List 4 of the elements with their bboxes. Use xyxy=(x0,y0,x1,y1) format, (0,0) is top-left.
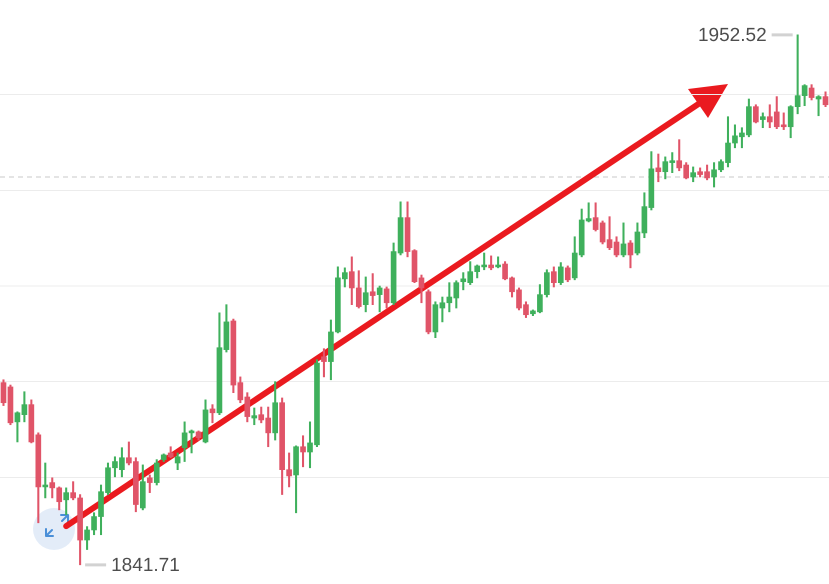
candlestick xyxy=(251,408,258,426)
annotation: 1952.52 xyxy=(698,25,767,46)
annotation: 1841.71 xyxy=(111,555,180,576)
candlestick xyxy=(42,462,48,498)
